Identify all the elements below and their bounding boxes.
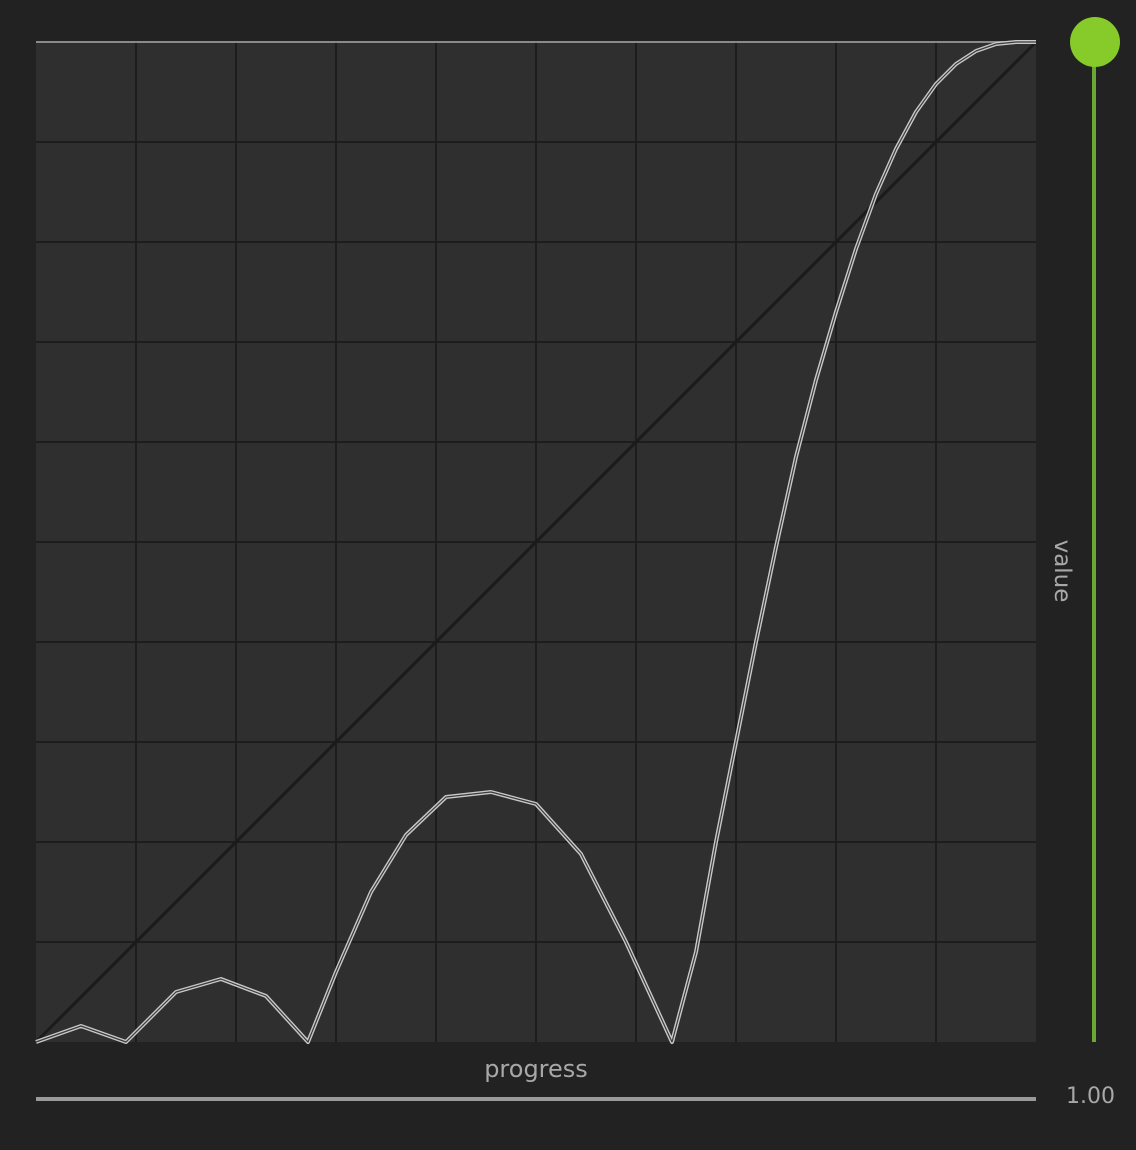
value-slider-handle[interactable] (1070, 17, 1120, 67)
progress-slider[interactable] (36, 1097, 1036, 1101)
progress-value-readout: 1.00 (1066, 1084, 1115, 1109)
easing-curve (35, 41, 1036, 1043)
value-slider-fill (1092, 42, 1096, 1042)
x-axis-label: progress (484, 1055, 588, 1083)
value-slider-track[interactable] (1092, 42, 1096, 1042)
y-axis-label: value (1049, 539, 1075, 603)
progress-slider-fill (36, 1097, 1036, 1101)
